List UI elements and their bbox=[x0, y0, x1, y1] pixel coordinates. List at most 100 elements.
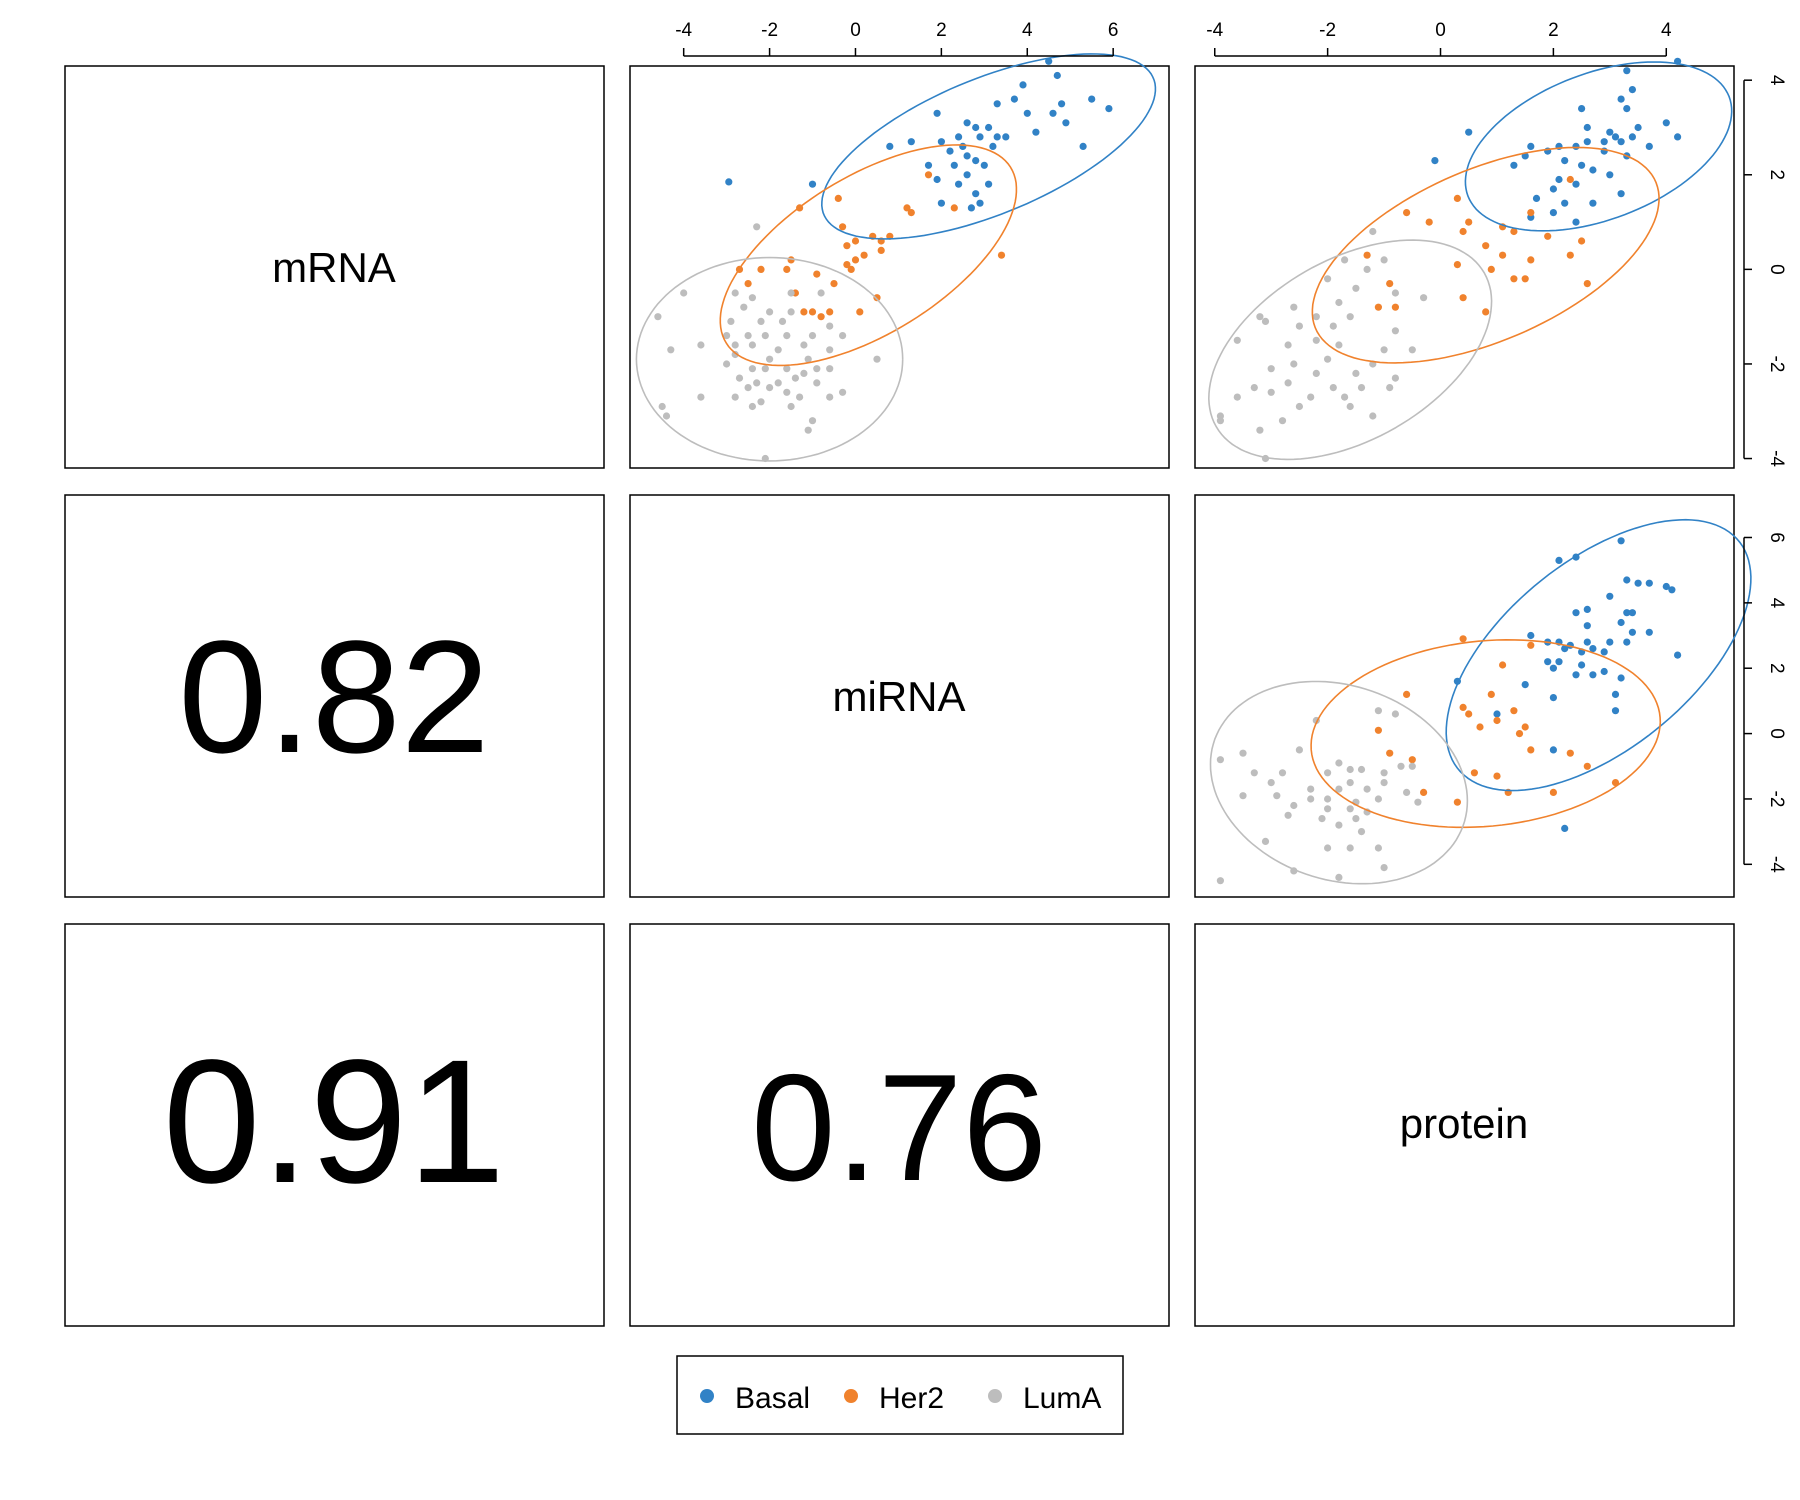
point-luma bbox=[1357, 384, 1366, 392]
point-her2 bbox=[1386, 280, 1394, 288]
tick-label: 0 bbox=[1766, 728, 1787, 739]
point-luma bbox=[1380, 769, 1388, 777]
point-basal bbox=[1572, 218, 1580, 226]
point-basal bbox=[1572, 671, 1580, 679]
ellipse-luma bbox=[1207, 239, 1493, 461]
point-basal bbox=[1578, 661, 1586, 669]
tick-label: 0 bbox=[1766, 264, 1787, 275]
legend-marker-her2 bbox=[844, 1389, 858, 1403]
tick-label: 0 bbox=[1435, 20, 1446, 41]
point-luma bbox=[791, 374, 800, 382]
point-basal bbox=[967, 204, 976, 212]
point-luma bbox=[796, 393, 804, 401]
point-basal bbox=[1589, 199, 1597, 207]
point-luma bbox=[1374, 707, 1382, 715]
ellipse-her2 bbox=[1311, 146, 1660, 364]
point-luma bbox=[761, 365, 769, 373]
point-luma bbox=[731, 341, 739, 349]
point-her2 bbox=[950, 204, 958, 212]
tick-label: -2 bbox=[1766, 790, 1787, 807]
point-luma bbox=[1335, 298, 1343, 307]
point-her2 bbox=[1611, 779, 1620, 787]
point-luma bbox=[1352, 815, 1360, 823]
point-luma bbox=[1284, 811, 1292, 819]
point-luma bbox=[1357, 828, 1366, 836]
point-her2 bbox=[1515, 730, 1524, 738]
point-luma bbox=[731, 393, 739, 401]
point-basal bbox=[1600, 667, 1608, 676]
point-basal bbox=[1527, 631, 1535, 640]
point-luma bbox=[1363, 785, 1371, 793]
point-basal bbox=[1555, 175, 1563, 184]
point-luma bbox=[1341, 256, 1349, 264]
point-her2 bbox=[1459, 703, 1467, 712]
point-luma bbox=[1273, 792, 1281, 800]
point-her2 bbox=[1510, 275, 1518, 283]
point-basal bbox=[972, 190, 980, 198]
point-luma bbox=[804, 355, 812, 363]
point-basal bbox=[1510, 161, 1518, 169]
point-basal bbox=[1578, 161, 1586, 169]
point-luma bbox=[787, 289, 795, 297]
scatter-mRNA-vs-protein bbox=[1207, 57, 1733, 463]
series-her2 bbox=[1374, 635, 1620, 806]
ellipse-basal bbox=[1464, 61, 1733, 232]
point-luma bbox=[744, 384, 752, 392]
point-her2 bbox=[1527, 641, 1535, 649]
point-basal bbox=[1617, 674, 1625, 682]
point-basal bbox=[1555, 556, 1563, 565]
point-luma bbox=[783, 332, 791, 340]
point-luma bbox=[1307, 393, 1315, 401]
point-her2 bbox=[1521, 723, 1529, 731]
point-luma bbox=[873, 355, 881, 363]
point-luma bbox=[787, 402, 795, 411]
point-luma bbox=[727, 317, 735, 325]
point-luma bbox=[1216, 417, 1224, 425]
point-her2 bbox=[997, 251, 1006, 259]
point-basal bbox=[1617, 618, 1625, 627]
legend-marker-basal bbox=[700, 1389, 714, 1403]
point-luma bbox=[1346, 765, 1354, 774]
point-her2 bbox=[808, 308, 817, 316]
point-her2 bbox=[1521, 275, 1529, 283]
tick-label: 4 bbox=[1661, 20, 1672, 41]
point-luma bbox=[800, 369, 808, 377]
point-basal bbox=[1628, 609, 1636, 617]
point-luma bbox=[813, 365, 821, 373]
point-her2 bbox=[851, 237, 860, 245]
point-luma bbox=[1335, 759, 1343, 767]
point-basal bbox=[950, 161, 958, 169]
ellipse-luma bbox=[635, 256, 904, 462]
point-basal bbox=[972, 157, 980, 165]
point-luma bbox=[654, 313, 662, 321]
point-luma bbox=[766, 355, 774, 363]
point-luma bbox=[1278, 769, 1287, 777]
point-luma bbox=[757, 398, 765, 406]
point-basal bbox=[1578, 105, 1586, 113]
point-luma bbox=[1233, 336, 1241, 344]
point-her2 bbox=[856, 308, 864, 316]
point-luma bbox=[1346, 402, 1354, 411]
point-basal bbox=[1645, 628, 1653, 636]
point-basal bbox=[1589, 645, 1597, 653]
point-basal bbox=[985, 123, 993, 132]
point-luma bbox=[697, 393, 705, 401]
point-basal bbox=[1019, 81, 1027, 89]
point-luma bbox=[787, 308, 795, 316]
point-her2 bbox=[1363, 251, 1371, 259]
point-luma bbox=[1380, 864, 1388, 872]
point-basal bbox=[1623, 105, 1631, 113]
point-her2 bbox=[826, 308, 834, 316]
legend-marker-luma bbox=[988, 1389, 1002, 1403]
point-basal bbox=[808, 180, 817, 188]
point-her2 bbox=[1527, 746, 1535, 754]
point-luma bbox=[839, 388, 847, 396]
point-basal bbox=[976, 199, 984, 207]
point-luma bbox=[1312, 313, 1320, 321]
point-luma bbox=[748, 402, 757, 411]
point-basal bbox=[963, 119, 971, 127]
point-basal bbox=[1544, 658, 1552, 666]
top-axis-protein: -4 -2 0 2 4 bbox=[1206, 20, 1672, 57]
point-luma bbox=[1318, 815, 1326, 823]
point-basal bbox=[1617, 95, 1625, 103]
